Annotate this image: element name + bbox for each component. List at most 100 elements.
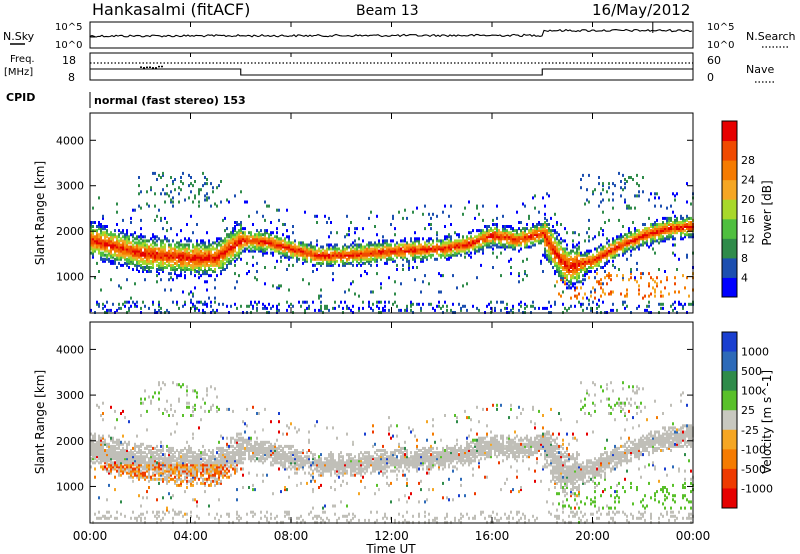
- range-gate-cell: [632, 221, 634, 224]
- range-gate-cell: [148, 469, 150, 473]
- range-gate-cell: [196, 270, 198, 273]
- range-gate-cell: [192, 451, 194, 455]
- range-gate-cell: [130, 253, 132, 257]
- range-gate-cell: [158, 459, 160, 463]
- range-gate-cell: [102, 216, 104, 220]
- range-gate-cell: [116, 465, 118, 469]
- range-gate-cell: [136, 459, 138, 463]
- range-gate-cell: [176, 512, 178, 516]
- range-gate-cell: [396, 253, 398, 257]
- range-gate-cell: [420, 251, 422, 255]
- range-gate-cell: [148, 245, 150, 249]
- range-gate-cell: [198, 477, 200, 481]
- range-gate-cell: [526, 223, 528, 226]
- range-gate-cell: [156, 510, 158, 514]
- range-gate-cell: [284, 243, 286, 247]
- range-gate-cell: [148, 463, 150, 467]
- range-gate-cell: [202, 308, 204, 312]
- range-gate-cell: [242, 235, 244, 239]
- range-gate-cell: [192, 471, 194, 475]
- range-gate-cell: [234, 239, 236, 243]
- range-gate-cell: [182, 457, 184, 461]
- range-gate-cell: [322, 257, 324, 261]
- range-gate-cell: [104, 257, 106, 261]
- range-gate-cell: [356, 259, 358, 263]
- range-gate-cell: [574, 268, 576, 271]
- range-gate-cell: [672, 225, 674, 228]
- range-gate-cell: [150, 457, 152, 461]
- range-gate-cell: [180, 270, 182, 273]
- range-gate-cell: [354, 257, 356, 261]
- range-gate-cell: [114, 449, 116, 452]
- range-gate-cell: [304, 255, 306, 259]
- range-gate-cell: [196, 391, 198, 395]
- range-gate-cell: [564, 253, 566, 257]
- range-gate-cell: [314, 255, 316, 259]
- range-gate-cell: [388, 257, 390, 261]
- range-gate-cell: [176, 465, 178, 469]
- range-gate-cell: [304, 257, 306, 261]
- range-gate-cell: [620, 292, 622, 296]
- range-gate-cell: [612, 263, 614, 267]
- range-gate-cell: [602, 184, 604, 188]
- range-gate-cell: [676, 225, 678, 228]
- range-gate-cell: [548, 241, 550, 245]
- range-gate-cell: [588, 259, 590, 263]
- range-gate-cell: [92, 247, 94, 251]
- range-gate-cell: [186, 479, 188, 483]
- range-gate-cell: [518, 241, 520, 245]
- range-gate-cell: [172, 259, 174, 263]
- range-gate-cell: [160, 444, 162, 448]
- range-gate-cell: [120, 440, 122, 444]
- range-gate-cell: [98, 196, 100, 200]
- range-gate-cell: [666, 221, 668, 224]
- range-gate-cell: [132, 455, 134, 459]
- range-gate-cell: [356, 255, 358, 259]
- range-gate-cell: [122, 446, 124, 450]
- range-gate-cell: [326, 253, 328, 257]
- range-gate-cell: [120, 455, 122, 459]
- range-gate-cell: [326, 255, 328, 259]
- range-gate-cell: [318, 255, 320, 259]
- range-gate-cell: [364, 270, 366, 273]
- range-gate-cell: [484, 225, 486, 228]
- range-gate-cell: [200, 253, 202, 257]
- range-gate-cell: [194, 457, 196, 461]
- range-gate-cell: [548, 239, 550, 243]
- range-gate-cell: [296, 257, 298, 261]
- range-gate-cell: [486, 241, 488, 245]
- range-gate-cell: [356, 245, 358, 249]
- range-gate-cell: [690, 225, 692, 228]
- range-gate-cell: [196, 457, 198, 461]
- range-gate-cell: [158, 457, 160, 461]
- range-gate-cell: [182, 251, 184, 255]
- range-gate-cell: [146, 247, 148, 251]
- range-gate-cell: [150, 249, 152, 253]
- range-gate-cell: [524, 245, 526, 249]
- range-gate-cell: [94, 249, 96, 253]
- range-gate-cell: [204, 251, 206, 255]
- range-gate-cell: [574, 294, 576, 298]
- range-gate-cell: [536, 231, 538, 235]
- range-gate-cell: [634, 243, 636, 247]
- range-gate-cell: [654, 227, 656, 231]
- range-gate-cell: [174, 512, 176, 516]
- range-gate-cell: [112, 467, 114, 471]
- range-gate-cell: [632, 235, 634, 239]
- range-gate-cell: [578, 276, 580, 280]
- range-gate-cell: [156, 178, 158, 181]
- range-gate-cell: [552, 266, 554, 269]
- range-gate-cell: [352, 304, 354, 308]
- range-gate-cell: [438, 290, 440, 294]
- range-gate-cell: [410, 247, 412, 251]
- range-gate-cell: [674, 214, 676, 218]
- range-gate-cell: [92, 237, 94, 241]
- range-gate-cell: [546, 233, 548, 237]
- range-gate-cell: [144, 259, 146, 263]
- range-gate-cell: [506, 225, 508, 228]
- range-gate-cell: [186, 401, 188, 405]
- range-gate-cell: [138, 249, 140, 253]
- range-gate-cell: [644, 223, 646, 226]
- range-gate-cell: [388, 249, 390, 253]
- range-gate-cell: [348, 251, 350, 255]
